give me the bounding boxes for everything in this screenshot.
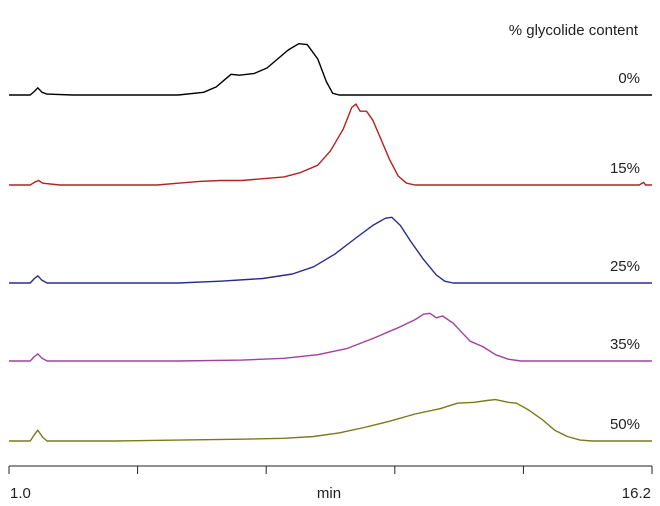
series-trace-25-pct xyxy=(9,216,652,284)
series-label-group: 0% 15% 25% 35% 50% xyxy=(610,70,640,433)
x-tick-label-max: 16.2 xyxy=(622,485,651,502)
x-tick-label-min: 1.0 xyxy=(10,485,31,502)
series-trace-0-pct xyxy=(9,43,652,96)
series-label-50-pct: 50% xyxy=(610,416,640,433)
series-trace-15-pct xyxy=(9,103,652,186)
series-label-15-pct: 15% xyxy=(610,160,640,177)
x-axis-title: min xyxy=(317,485,341,502)
series-label-0-pct: 0% xyxy=(618,70,640,87)
series-label-25-pct: 25% xyxy=(610,258,640,275)
x-tick-group xyxy=(8,466,653,474)
series-trace-50-pct xyxy=(9,398,652,442)
series-label-35-pct: 35% xyxy=(610,336,640,353)
series-trace-35-pct xyxy=(9,312,652,362)
legend-title: % glycolide content xyxy=(509,22,639,39)
trace-group xyxy=(9,43,652,442)
